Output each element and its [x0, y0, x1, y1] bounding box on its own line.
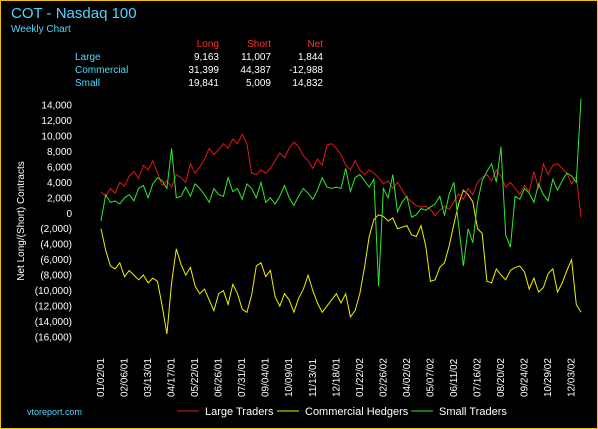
summary-row-large: Large 9,163 11,007 1,844 — [75, 51, 323, 64]
x-tick-label: 09/24/02 — [520, 358, 531, 397]
y-tick-label: (16,000) — [35, 333, 72, 344]
x-tick-label: 12/18/01 — [331, 358, 342, 397]
y-tick-label: (6,000) — [40, 255, 72, 266]
y-tick-label: 14,000 — [41, 101, 72, 112]
x-tick-label: 01/02/01 — [96, 358, 107, 397]
summary-row-label: Small — [75, 78, 101, 89]
x-tick-label: 05/07/02 — [425, 358, 436, 397]
summary-row-small: Small 19,841 5,009 14,832 — [75, 77, 323, 90]
x-tick-label: 12/03/02 — [567, 358, 578, 397]
y-tick-label: 2,000 — [47, 193, 72, 204]
site-credit: vtoreport.com — [27, 407, 83, 417]
y-tick-label: (12,000) — [35, 302, 72, 313]
summary-col-short: Short — [247, 39, 271, 50]
x-tick-label: 11/13/01 — [308, 358, 319, 397]
summary-cell-long: 31,399 — [188, 65, 219, 76]
summary-cell-long: 19,841 — [188, 78, 219, 89]
y-axis-label: Net Long/(Short) Contracts — [16, 161, 27, 281]
y-tick-label: 10,000 — [41, 131, 72, 142]
x-tick-label: 04/17/01 — [167, 358, 178, 397]
legend-label: Large Traders — [205, 406, 274, 418]
y-tick-label: (4,000) — [40, 240, 72, 251]
series-line-commercial-hedgers — [100, 189, 582, 334]
summary-row-label: Commercial — [75, 65, 129, 76]
x-tick-label: 02/06/01 — [120, 358, 131, 397]
x-tick-label: 04/02/02 — [402, 358, 413, 397]
summary-cell-net: 14,832 — [292, 78, 323, 89]
summary-cell-short: 5,009 — [245, 78, 271, 89]
summary-col-long: Long — [196, 39, 219, 50]
x-tick-label: 06/11/02 — [449, 358, 460, 397]
summary-row-label: Large — [75, 52, 101, 63]
summary-col-net: Net — [307, 39, 323, 50]
y-tick-label: (10,000) — [35, 286, 72, 297]
series-line-large-traders — [100, 133, 582, 218]
x-tick-label: 01/22/02 — [355, 358, 366, 397]
summary-cell-net: 1,844 — [297, 52, 323, 63]
x-tick-label: 09/04/01 — [261, 358, 272, 397]
x-tick-label: 07/31/01 — [237, 358, 248, 397]
x-tick-label: 08/20/02 — [496, 358, 507, 397]
y-tick-label: (8,000) — [40, 271, 72, 282]
summary-cell-long: 9,163 — [193, 52, 219, 63]
summary-header-row: Long Short Net — [75, 38, 323, 51]
y-tick-label: 8,000 — [47, 147, 72, 158]
chart-subtitle: Weekly Chart — [11, 24, 71, 35]
y-tick-label: 4,000 — [47, 178, 72, 189]
x-tick-label: 03/13/01 — [143, 358, 154, 397]
y-tick-label: 6,000 — [47, 162, 72, 173]
x-tick-label: 05/22/01 — [190, 358, 201, 397]
y-tick-label: 0 — [66, 209, 72, 220]
x-tick-label: 07/16/02 — [472, 358, 483, 397]
summary-table: Long Short Net Large 9,163 11,007 1,844 … — [75, 38, 323, 90]
x-tick-label: 10/09/01 — [284, 358, 295, 397]
chart-title: COT - Nasdaq 100 — [11, 5, 137, 22]
series-line-small-traders — [100, 98, 582, 287]
x-tick-label: 06/26/01 — [214, 358, 225, 397]
summary-cell-net: -12,988 — [289, 65, 323, 76]
summary-row-commercial: Commercial 31,399 44,387 -12,988 — [75, 64, 323, 77]
y-tick-label: 12,000 — [41, 116, 72, 127]
legend-label: Commercial Hedgers — [305, 406, 409, 418]
x-tick-label: 10/29/02 — [543, 358, 554, 397]
legend-label: Small Traders — [439, 406, 507, 418]
summary-cell-short: 11,007 — [241, 52, 271, 63]
y-tick-label: (14,000) — [35, 317, 72, 328]
y-tick-label: (2,000) — [40, 224, 72, 235]
x-tick-label: 02/26/02 — [378, 358, 389, 397]
summary-cell-short: 44,387 — [240, 65, 271, 76]
